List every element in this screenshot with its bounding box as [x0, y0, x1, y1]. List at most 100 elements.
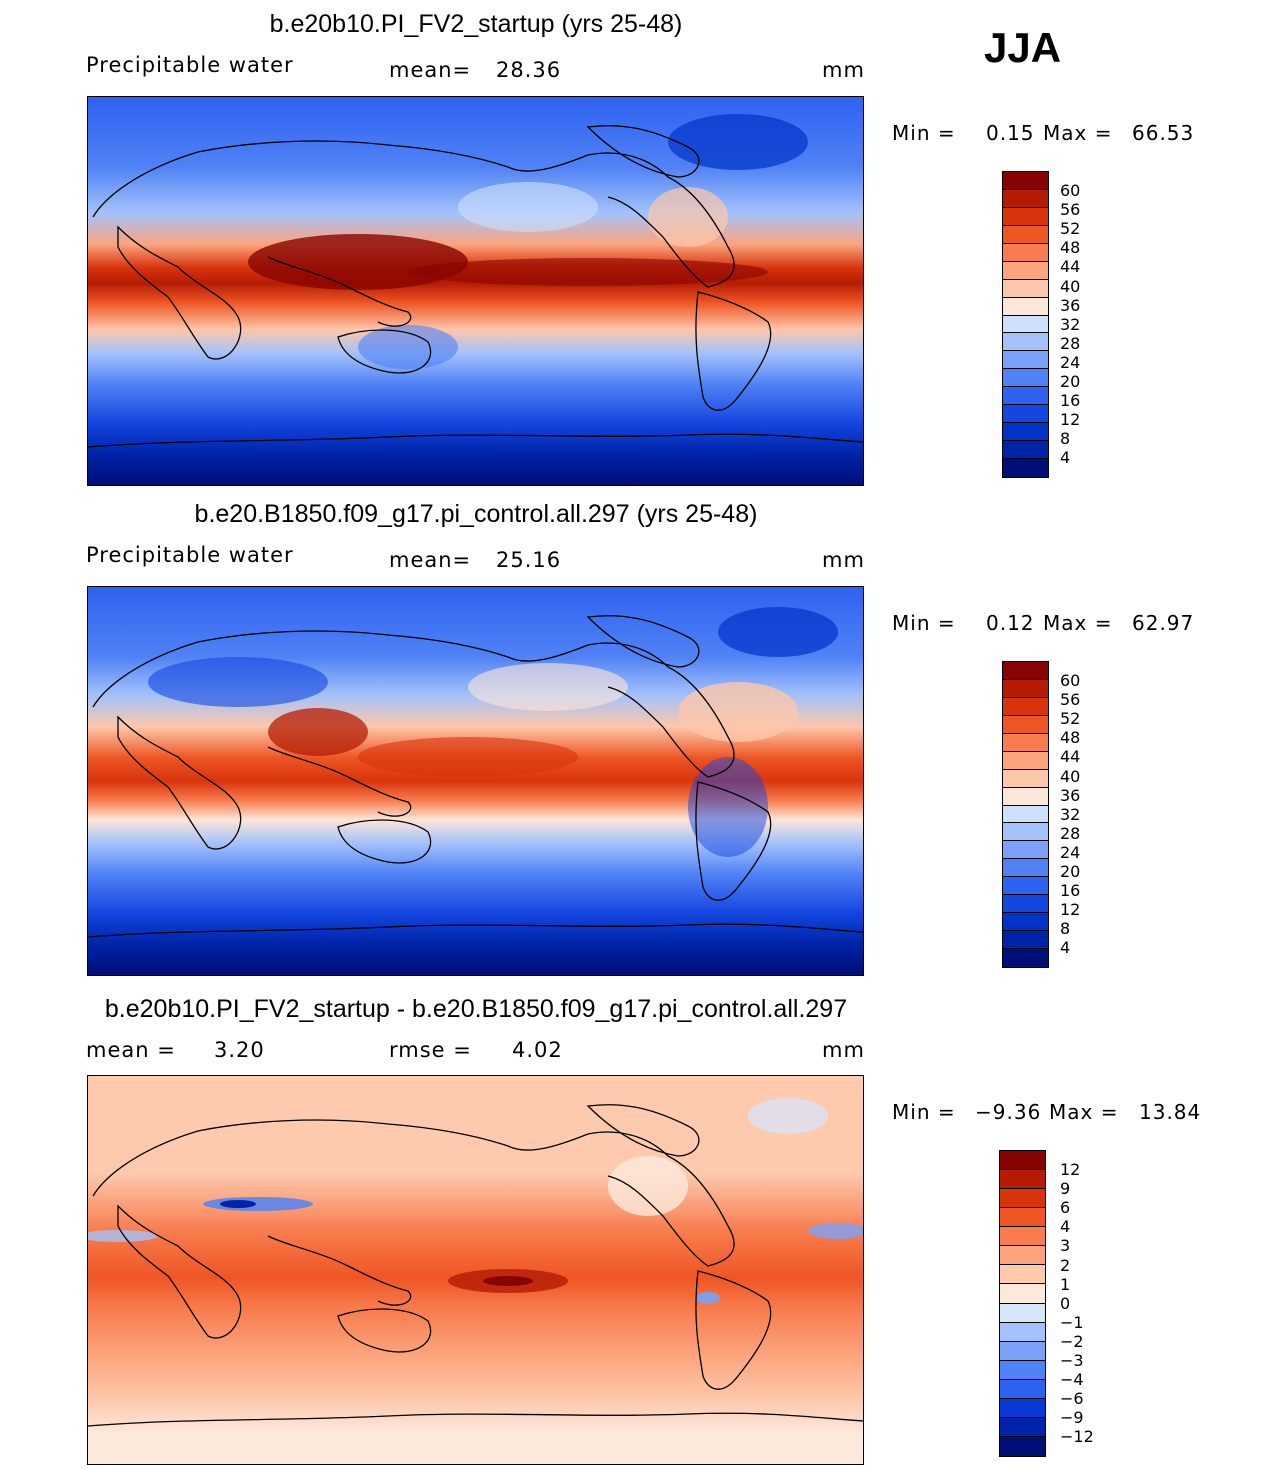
- colorbar-segment: [1003, 751, 1048, 770]
- colorbar-segment: [1000, 1436, 1045, 1456]
- colorbar-tick-label: 56: [1060, 690, 1081, 710]
- panel3-map: [87, 1075, 864, 1465]
- panel3-mean-value: 3.20: [214, 1038, 265, 1062]
- colorbar-tick-label: −4: [1060, 1370, 1084, 1390]
- panel2-colorbar: [1002, 661, 1049, 968]
- colorbar-tick-label: 36: [1060, 295, 1081, 315]
- colorbar-tick-label: −12: [1060, 1427, 1094, 1447]
- colorbar-tick-label: 1: [1060, 1274, 1071, 1294]
- colorbar-segment: [1003, 333, 1048, 352]
- colorbar-tick-label: 20: [1060, 372, 1081, 391]
- colorbar-tick-label: 4: [1060, 1217, 1071, 1237]
- colorbar-tick-label: 40: [1060, 766, 1081, 786]
- colorbar-tick-label: 6: [1060, 1198, 1071, 1218]
- colorbar-tick-label: 12: [1060, 1160, 1081, 1179]
- colorbar-tick-label: 60: [1060, 671, 1081, 690]
- colorbar-segment: [1000, 1417, 1045, 1437]
- panel3-coastlines: [88, 1104, 863, 1427]
- panel2-min-value: 0.12: [986, 611, 1035, 635]
- colorbar-tick-label: −1: [1060, 1312, 1084, 1332]
- panel2-coastlines: [88, 615, 863, 938]
- panel1-variable-label: Precipitable water: [86, 53, 294, 77]
- panel2-min-label: Min =: [892, 611, 956, 635]
- panel3-min-value: −9.36: [975, 1100, 1042, 1124]
- panel3-mean-label: mean =: [86, 1038, 176, 1062]
- panel2-map: [87, 586, 864, 976]
- colorbar-segment: [1000, 1246, 1045, 1266]
- colorbar-tick-label: 12: [1060, 410, 1081, 430]
- colorbar-tick-label: 60: [1060, 181, 1081, 200]
- panel3-max-value: 13.84: [1139, 1100, 1202, 1124]
- panel2-mean-value: 25.16: [496, 548, 562, 572]
- panel1-mean-label: mean=: [389, 58, 472, 82]
- colorbar-tick-label: 12: [1060, 900, 1081, 920]
- colorbar-tick-label: 16: [1060, 391, 1081, 411]
- panel1-coastlines: [88, 125, 863, 448]
- colorbar-tick-label: 8: [1060, 429, 1071, 449]
- panel3-colorbar: [999, 1150, 1046, 1457]
- colorbar-tick-label: 28: [1060, 823, 1081, 843]
- colorbar-tick-label: 28: [1060, 333, 1081, 353]
- colorbar-tick-label: 44: [1060, 257, 1081, 277]
- panel1-map: [87, 96, 864, 486]
- panel3-min-label: Min =: [892, 1100, 956, 1124]
- colorbar-segment: [1000, 1360, 1045, 1380]
- colorbar-segment: [1003, 787, 1048, 806]
- colorbar-tick-label: 44: [1060, 747, 1081, 767]
- panel3-map-svg: [88, 1076, 863, 1464]
- colorbar-tick-label: 48: [1060, 728, 1081, 748]
- colorbar-tick-label: 24: [1060, 352, 1081, 372]
- panel2-units: mm: [822, 548, 865, 572]
- colorbar-segment: [1003, 189, 1048, 208]
- colorbar-segment: [1003, 261, 1048, 280]
- panel1-map-svg: [88, 97, 863, 485]
- colorbar-segment: [1000, 1303, 1045, 1323]
- colorbar-segment: [1003, 715, 1048, 734]
- colorbar-tick-label: 20: [1060, 862, 1081, 881]
- colorbar-segment: [1003, 387, 1048, 406]
- colorbar-segment: [1003, 859, 1048, 878]
- panel2-variable-label: Precipitable water: [86, 543, 294, 567]
- colorbar-tick-label: 52: [1060, 219, 1081, 239]
- panel1-units: mm: [822, 58, 865, 82]
- colorbar-segment: [1003, 823, 1048, 842]
- colorbar-tick-label: 3: [1060, 1236, 1071, 1256]
- panel1-colorbar: [1002, 171, 1049, 478]
- colorbar-segment: [1003, 697, 1048, 716]
- panel1-title: b.e20b10.PI_FV2_startup (yrs 25-48): [269, 10, 683, 38]
- panel3-units: mm: [822, 1038, 865, 1062]
- colorbar-segment: [1000, 1398, 1045, 1418]
- colorbar-segment: [1003, 949, 1048, 967]
- panel3-max-label: Max =: [1049, 1100, 1119, 1124]
- colorbar-segment: [1000, 1227, 1045, 1247]
- colorbar-segment: [1000, 1379, 1045, 1399]
- colorbar-segment: [1003, 172, 1048, 190]
- colorbar-segment: [1003, 423, 1048, 442]
- colorbar-tick-label: 16: [1060, 881, 1081, 901]
- colorbar-segment: [1003, 679, 1048, 698]
- colorbar-tick-label: 52: [1060, 709, 1081, 729]
- panel1-max-label: Max =: [1043, 121, 1113, 145]
- panel2-title: b.e20.B1850.f09_g17.pi_control.all.297 (…: [194, 500, 758, 528]
- panel3-title: b.e20b10.PI_FV2_startup - b.e20.B1850.f0…: [104, 995, 848, 1023]
- panel1-max-value: 66.53: [1132, 121, 1195, 145]
- colorbar-segment: [1003, 279, 1048, 298]
- colorbar-tick-label: 2: [1060, 1255, 1071, 1275]
- colorbar-segment: [1000, 1322, 1045, 1342]
- colorbar-segment: [1003, 297, 1048, 316]
- panel1-min-label: Min =: [892, 121, 956, 145]
- colorbar-tick-label: 8: [1060, 919, 1071, 939]
- colorbar-segment: [1003, 931, 1048, 949]
- colorbar-segment: [1003, 369, 1048, 388]
- colorbar-tick-label: 0: [1060, 1293, 1071, 1313]
- colorbar-segment: [1000, 1170, 1045, 1190]
- colorbar-segment: [1003, 895, 1048, 914]
- colorbar-segment: [1003, 769, 1048, 788]
- colorbar-tick-label: −9: [1060, 1408, 1084, 1428]
- panel1-mean-value: 28.36: [496, 58, 562, 82]
- colorbar-segment: [1003, 913, 1048, 932]
- colorbar-segment: [1003, 207, 1048, 226]
- colorbar-tick-label: 48: [1060, 238, 1081, 258]
- colorbar-segment: [1003, 405, 1048, 424]
- colorbar-tick-label: −2: [1060, 1331, 1084, 1351]
